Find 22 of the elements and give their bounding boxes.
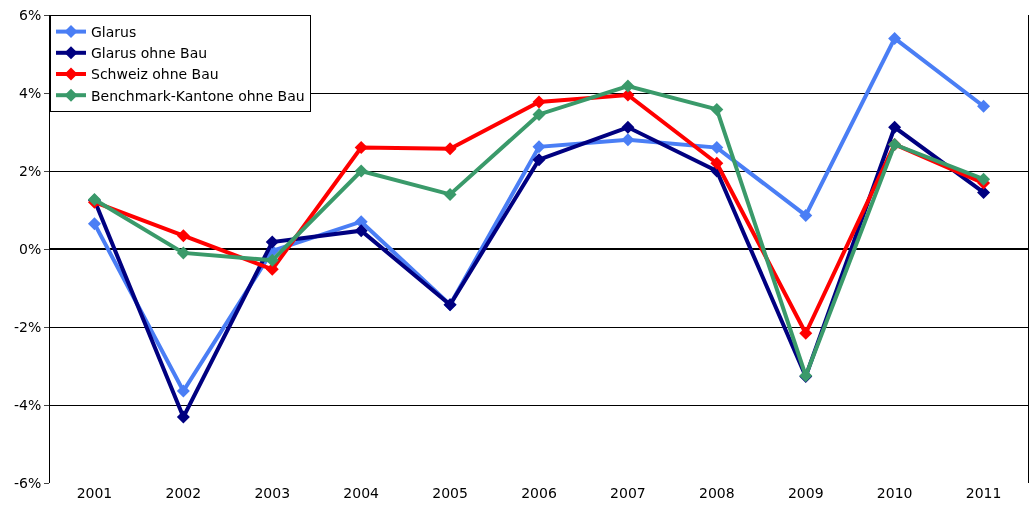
y-tick-label: 6% <box>18 6 42 23</box>
y-tick-label: -2% <box>13 318 42 335</box>
x-tick-label: 2009 <box>787 485 824 501</box>
legend-label: Benchmark-Kantone ohne Bau <box>91 87 305 104</box>
x-tick-label: 2001 <box>76 485 113 501</box>
legend-label: Glarus <box>91 24 137 41</box>
y-tick-label: -6% <box>13 474 42 491</box>
legend-label: Schweiz ohne Bau <box>91 66 219 83</box>
y-tick-label: 0% <box>18 240 42 257</box>
x-tick-label: 2003 <box>254 485 291 501</box>
x-tick-label: 2005 <box>432 485 468 501</box>
legend-label: Glarus ohne Bau <box>91 45 208 62</box>
y-tick-label: 2% <box>18 162 42 179</box>
x-tick-label: 2004 <box>343 485 380 501</box>
x-tick-label: 2011 <box>965 485 1002 501</box>
x-tick-label: 2008 <box>699 485 735 501</box>
x-tick-label: 2007 <box>610 485 646 501</box>
y-tick-label: -4% <box>13 396 42 413</box>
x-tick-label: 2006 <box>521 485 557 501</box>
x-tick-label: 2002 <box>165 485 202 501</box>
y-tick-label: 4% <box>18 84 42 101</box>
x-tick-label: 2010 <box>876 485 913 501</box>
